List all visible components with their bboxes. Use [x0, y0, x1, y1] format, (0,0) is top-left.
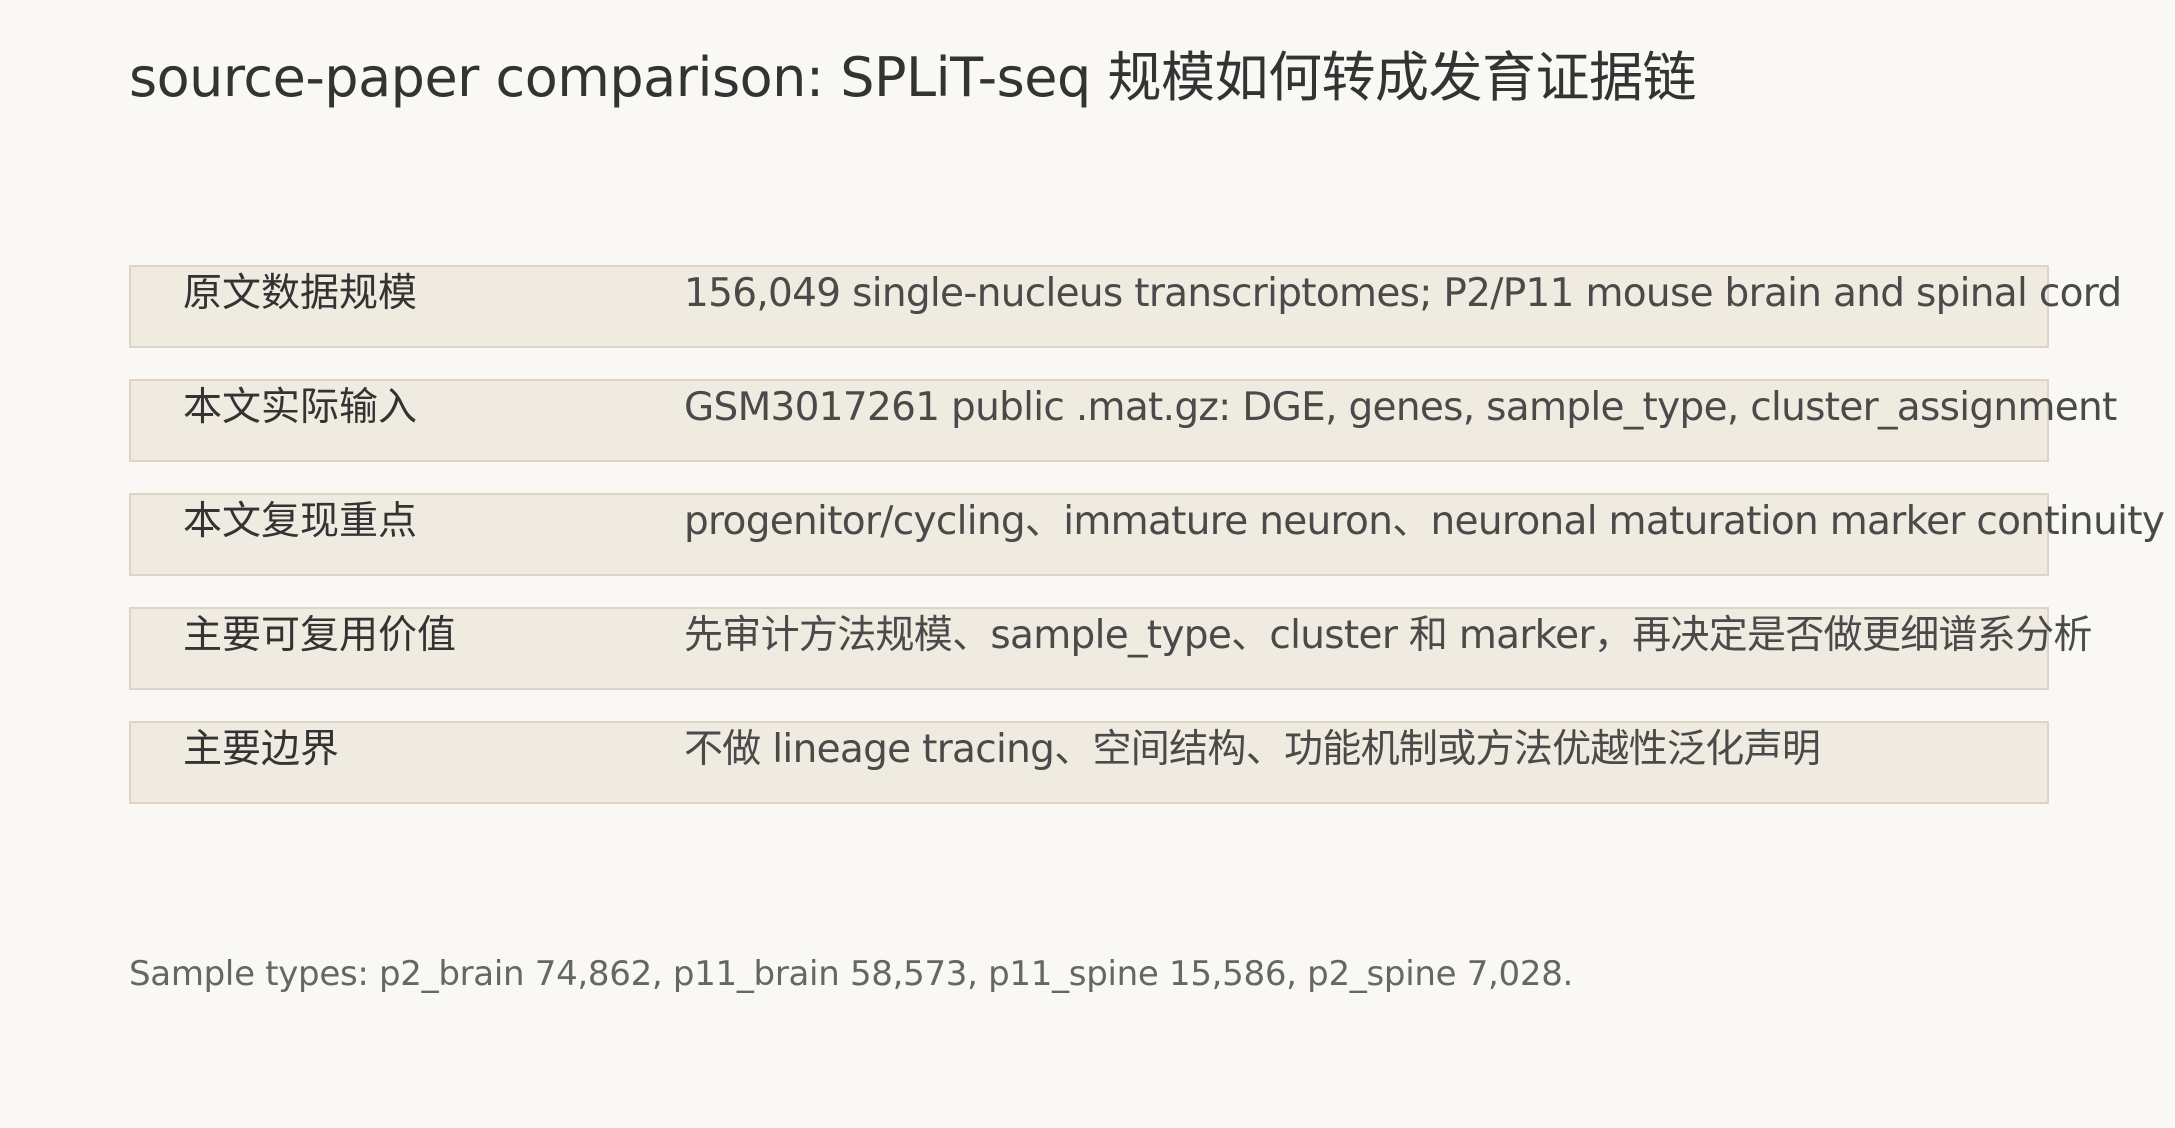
row-reproduction-focus: 本文复现重点 progenitor/cycling、immature neuro… — [129, 493, 2165, 576]
row-label: 原文数据规模 — [183, 271, 418, 316]
comparison-table: 原文数据规模 156,049 single-nucleus transcript… — [129, 265, 2165, 835]
row-actual-input: 本文实际输入 GSM3017261 public .mat.gz: DGE, g… — [129, 379, 2117, 462]
row-value: GSM3017261 public .mat.gz: DGE, genes, s… — [684, 385, 2117, 430]
row-value: 156,049 single-nucleus transcriptomes; P… — [684, 271, 2122, 316]
row-label: 主要边界 — [183, 727, 340, 772]
page-title: source-paper comparison: SPLiT-seq 规模如何转… — [129, 46, 1696, 109]
row-main-boundary: 主要边界 不做 lineage tracing、空间结构、功能机制或方法优越性泛… — [129, 721, 2049, 804]
row-source-data-scale: 原文数据规模 156,049 single-nucleus transcript… — [129, 265, 2122, 348]
row-label: 本文实际输入 — [183, 385, 418, 430]
sample-types-footnote: Sample types: p2_brain 74,862, p11_brain… — [129, 954, 1574, 994]
row-value: 不做 lineage tracing、空间结构、功能机制或方法优越性泛化声明 — [684, 727, 1821, 772]
row-label: 本文复现重点 — [183, 499, 418, 544]
row-value: 先审计方法规模、sample_type、cluster 和 marker，再决定… — [684, 613, 2092, 658]
row-reusable-value: 主要可复用价值 先审计方法规模、sample_type、cluster 和 ma… — [129, 607, 2092, 690]
row-value: progenitor/cycling、immature neuron、neuro… — [684, 499, 2165, 544]
row-label: 主要可复用价值 — [183, 613, 457, 658]
